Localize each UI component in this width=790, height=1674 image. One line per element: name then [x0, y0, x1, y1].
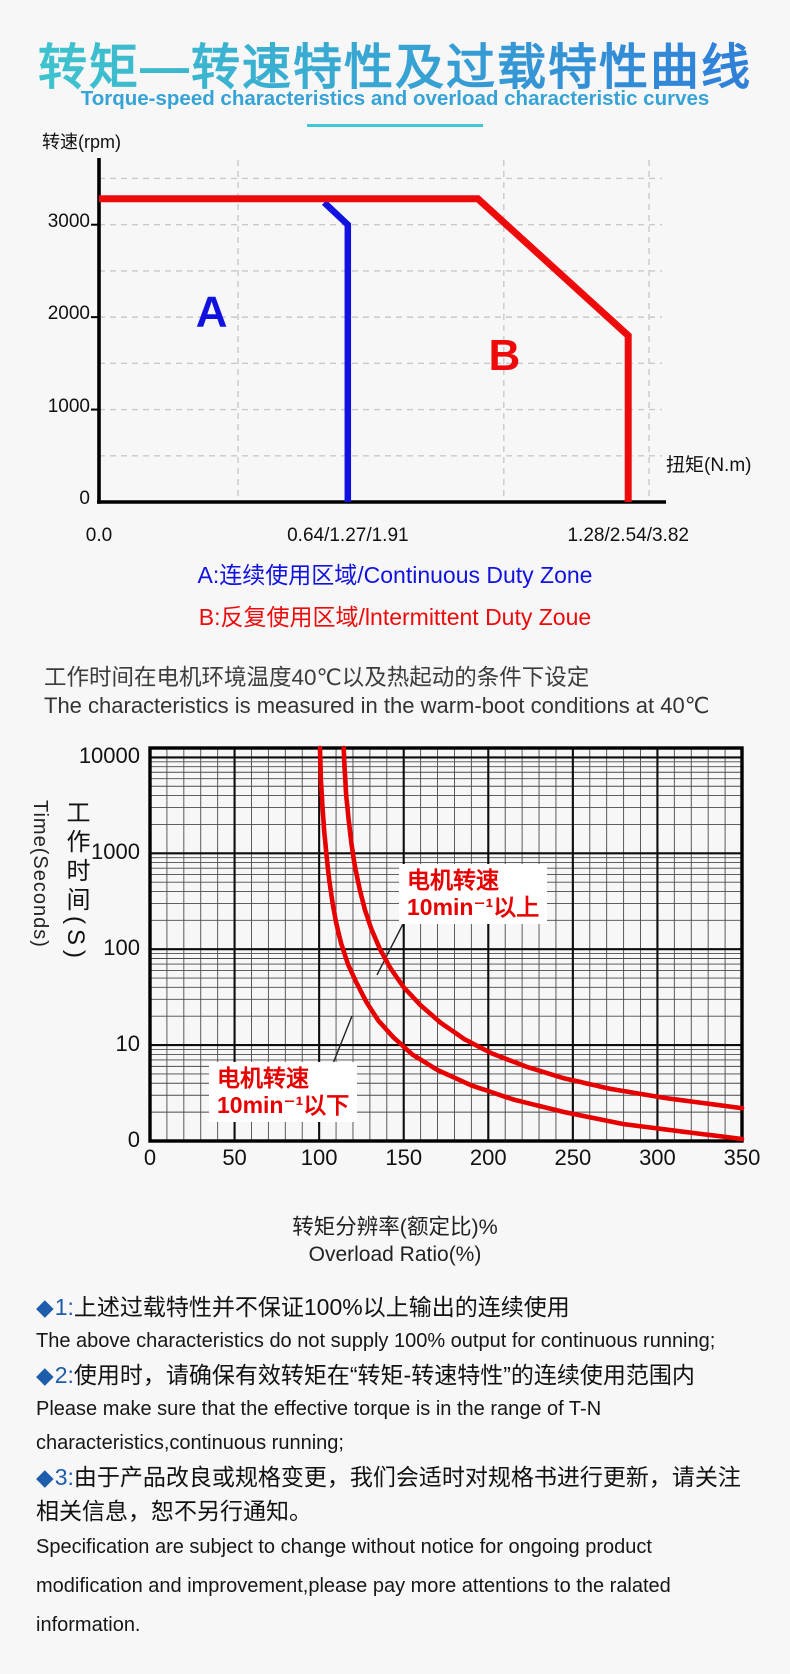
legend-intermittent-duty-zone: B:反复使用区域/lntermittent Duty Zoue	[198, 604, 592, 630]
note-number: 3:	[54, 1464, 74, 1490]
page-subtitle: Torque-speed characteristics and overloa…	[80, 87, 710, 110]
diamond-bullet-icon: ◆	[36, 1294, 54, 1320]
note-text: 上述过载特性并不保证100%以上输出的连续使用	[73, 1294, 570, 1320]
tick-label: 300	[639, 1145, 676, 1170]
tick-label: 10	[115, 1031, 140, 1057]
note-text: 使用时，请确保有效转矩在“转矩-转速特性”的连续使用范围内	[73, 1362, 695, 1388]
tick-label: 350	[723, 1145, 761, 1170]
note-1-zh: ◆1:上述过载特性并不保证100%以上输出的连续使用	[36, 1290, 758, 1324]
torque-speed-chart: AB	[91, 158, 666, 504]
tick-label: 0	[127, 1127, 140, 1152]
page-title: 转矩—转速特性及过载特性曲线	[0, 28, 790, 99]
tick-label: 100	[103, 935, 140, 961]
annotation-line: 电机转速	[407, 867, 499, 893]
diamond-bullet-icon: ◆	[36, 1362, 54, 1388]
overload-chart	[148, 745, 745, 1143]
annotation-line: 10min⁻¹以上	[407, 894, 540, 920]
tick-label: 50	[222, 1145, 247, 1170]
chart2-x-title-zh: 转矩分辨率(额定比)%	[292, 1215, 498, 1239]
note-3-en: Specification are subject to change with…	[36, 1536, 671, 1636]
tick-label: 100	[300, 1145, 338, 1170]
tick-label: 250	[554, 1145, 592, 1170]
tick-label: 10000	[78, 743, 140, 769]
note-3-zh: ◆3:由于产品改良或规格变更，我们会适时对规格书进行更新，请关注相关信息，恕不另…	[36, 1460, 758, 1528]
title-underline	[307, 124, 483, 127]
note-2-en-line2: characteristics,continuous running;	[36, 1432, 344, 1454]
note-2-zh: ◆2:使用时，请确保有效转矩在“转矩-转速特性”的连续使用范围内	[36, 1358, 758, 1392]
tick-label: 0	[143, 1145, 157, 1170]
note-number: 1:	[54, 1294, 74, 1320]
tick-label: 1000	[91, 839, 140, 865]
tick-label: 1.28/2.54/3.82	[567, 525, 689, 546]
annotation-line: 10min⁻¹以下	[217, 1092, 350, 1118]
note-1-en: The above characteristics do not supply …	[36, 1330, 716, 1352]
notes-section: ◆1:上述过载特性并不保证100%以上输出的连续使用 The above cha…	[36, 1290, 758, 1645]
svg-text:A: A	[196, 287, 228, 336]
tick-label: 0.64/1.27/1.91	[287, 525, 409, 546]
svg-text:B: B	[488, 331, 520, 380]
condition-text-zh: 工作时间在电机环境温度40℃以及热起动的条件下设定	[44, 665, 590, 690]
legend-continuous-duty-zone: A:连续使用区域/Continuous Duty Zone	[197, 562, 593, 588]
tick-label: 3000	[47, 210, 90, 232]
note-number: 2:	[54, 1362, 74, 1388]
chart2-y-label-zh: 工作时间(S)	[62, 800, 89, 963]
annotation-speed-above-10min: 电机转速 10min⁻¹以上	[399, 864, 548, 924]
chart1-x-axis-label: 扭矩(N.m)	[666, 455, 752, 476]
chart1-y-axis-label: 转速(rpm)	[42, 132, 121, 152]
diamond-bullet-icon: ◆	[36, 1464, 54, 1490]
chart2-y-label-en: Time(Seconds)	[29, 800, 51, 948]
tick-label: 1000	[47, 395, 90, 417]
tick-label: 150	[385, 1145, 423, 1170]
note-2-en-line1: Please make sure that the effective torq…	[36, 1398, 602, 1420]
annotation-line: 电机转速	[217, 1065, 309, 1091]
tick-label: 2000	[47, 303, 90, 325]
tick-label: 0.0	[85, 525, 113, 546]
chart2-x-title-en: Overload Ratio(%)	[308, 1243, 482, 1266]
annotation-speed-below-10min: 电机转速 10min⁻¹以下	[209, 1062, 358, 1122]
condition-text-en: The characteristics is measured in the w…	[44, 693, 710, 718]
tick-label: 200	[469, 1145, 507, 1170]
tick-label: 0	[79, 488, 90, 509]
chart2-y-axis-label: Time(Seconds) 工作时间(S)	[28, 800, 93, 963]
note-text: 由于产品改良或规格变更，我们会适时对规格书进行更新，请关注相关信息，恕不另行通知…	[36, 1464, 741, 1524]
